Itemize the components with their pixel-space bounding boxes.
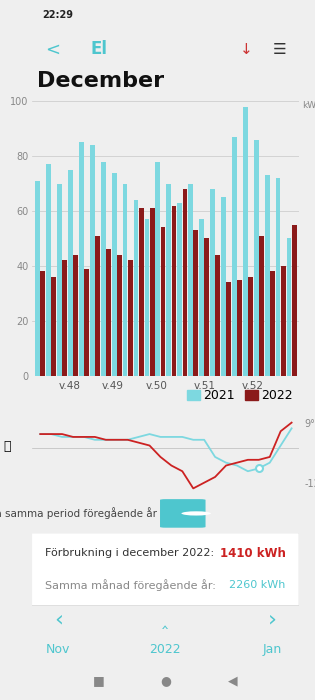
Bar — [101, 162, 106, 376]
Bar — [90, 145, 95, 376]
Bar — [150, 209, 155, 376]
FancyBboxPatch shape — [32, 533, 299, 606]
Bar — [106, 249, 111, 376]
Text: 2022: 2022 — [150, 643, 181, 656]
Text: Jan: Jan — [263, 643, 282, 656]
Text: v.51: v.51 — [193, 381, 215, 391]
Text: ↓: ↓ — [240, 42, 253, 57]
Bar — [276, 178, 280, 376]
Bar — [193, 230, 198, 376]
Bar — [46, 164, 51, 376]
Bar — [95, 236, 100, 376]
Text: v.49: v.49 — [102, 381, 124, 391]
Text: ◀: ◀ — [227, 674, 237, 687]
Bar — [35, 181, 40, 376]
Bar — [287, 239, 291, 376]
Text: Visa samma period föregående år: Visa samma period föregående år — [0, 508, 157, 519]
Bar — [51, 277, 56, 376]
Bar — [40, 272, 45, 376]
Text: ‸: ‸ — [162, 610, 169, 629]
Bar — [166, 183, 171, 376]
Bar — [134, 200, 138, 376]
Bar — [139, 209, 144, 376]
Bar — [57, 183, 62, 376]
Text: kWh: kWh — [302, 102, 315, 110]
Text: v.48: v.48 — [59, 381, 81, 391]
Bar — [188, 183, 193, 376]
Bar — [248, 277, 253, 376]
Bar — [161, 228, 165, 376]
Text: 22:29: 22:29 — [42, 10, 73, 20]
Text: ☰: ☰ — [272, 42, 286, 57]
Bar — [79, 142, 84, 376]
Bar — [292, 225, 297, 376]
Bar — [259, 236, 264, 376]
FancyBboxPatch shape — [160, 499, 205, 528]
Circle shape — [181, 511, 211, 515]
Text: Nov: Nov — [46, 643, 71, 656]
Bar — [145, 219, 149, 376]
Bar — [177, 203, 182, 376]
Bar — [270, 272, 275, 376]
Text: 2260 kWh: 2260 kWh — [230, 580, 286, 590]
Text: Förbrukning i december 2022:: Förbrukning i december 2022: — [45, 548, 218, 558]
Bar — [68, 170, 73, 376]
Bar — [84, 269, 89, 376]
Text: Samma månad föregående år:: Samma månad föregående år: — [45, 580, 219, 592]
Bar — [128, 260, 133, 376]
Bar — [123, 183, 128, 376]
Bar — [221, 197, 226, 376]
Bar — [237, 280, 242, 376]
Text: 1410 kWh: 1410 kWh — [220, 547, 286, 559]
Bar — [155, 162, 160, 376]
Bar — [281, 266, 286, 376]
Legend: 2021, 2022: 2021, 2022 — [187, 389, 293, 402]
Text: <: < — [45, 41, 60, 58]
Bar — [226, 282, 231, 376]
Bar — [265, 175, 270, 376]
Text: ■: ■ — [93, 674, 104, 687]
Bar — [182, 189, 187, 376]
Bar — [243, 106, 248, 376]
Bar — [73, 255, 78, 376]
Text: ›: › — [268, 610, 277, 629]
Text: v.52: v.52 — [241, 381, 263, 391]
Bar — [117, 255, 122, 376]
Bar — [62, 260, 67, 376]
Text: December: December — [37, 71, 164, 92]
Text: 🌡: 🌡 — [4, 440, 11, 454]
Bar — [210, 189, 215, 376]
Text: ●: ● — [160, 674, 171, 687]
Bar — [199, 219, 204, 376]
Bar — [204, 239, 209, 376]
Text: El: El — [90, 41, 107, 58]
Text: v.50: v.50 — [145, 381, 167, 391]
Bar — [254, 140, 259, 376]
Bar — [232, 137, 237, 376]
Bar — [172, 206, 176, 376]
Bar — [215, 255, 220, 376]
Text: ‹: ‹ — [54, 610, 63, 629]
Bar — [112, 173, 117, 376]
